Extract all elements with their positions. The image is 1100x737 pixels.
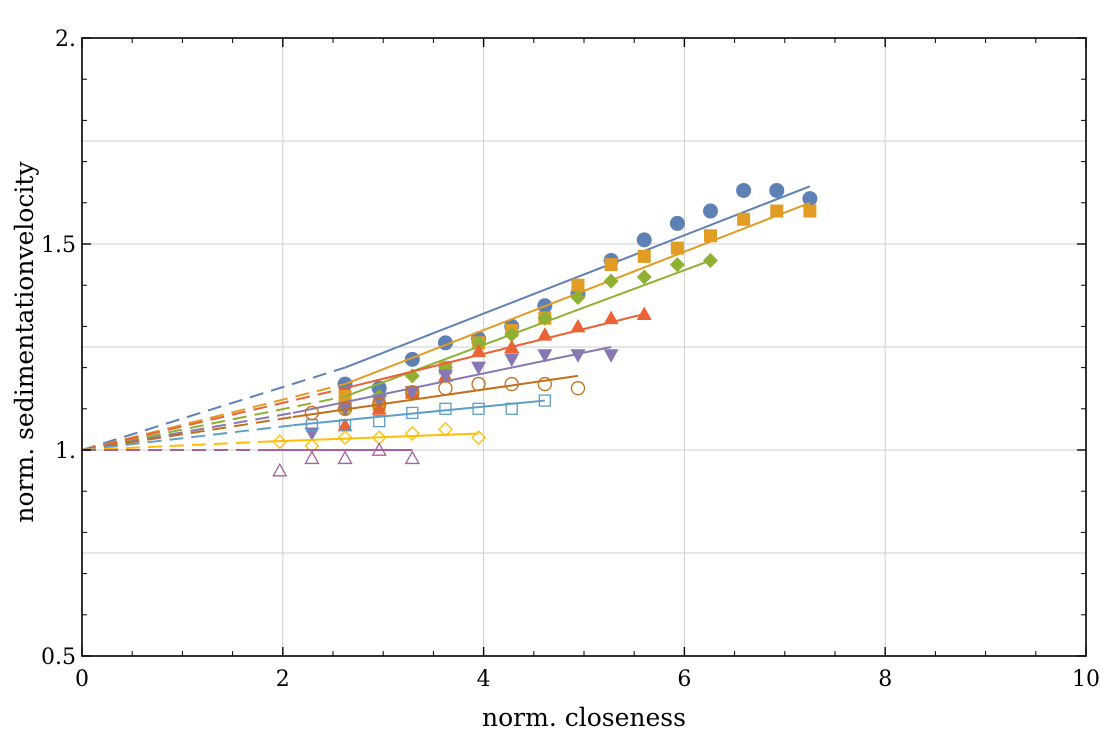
data-point xyxy=(504,376,519,392)
data-point xyxy=(337,401,353,416)
grid-lines xyxy=(82,38,1086,656)
data-point xyxy=(405,385,420,400)
data-point xyxy=(504,327,520,343)
data-point xyxy=(636,232,652,248)
data-point xyxy=(570,349,586,363)
data-point xyxy=(471,430,486,446)
data-point xyxy=(337,417,353,432)
y-tick-label: 0.5 xyxy=(41,645,76,670)
y-axis-label: norm. sedimentationvelocity xyxy=(10,161,39,523)
x-axis-label: norm. closeness xyxy=(482,703,686,732)
data-point xyxy=(471,343,487,358)
data-point xyxy=(736,182,752,198)
data-point xyxy=(636,306,652,321)
data-point xyxy=(337,450,353,465)
data-point xyxy=(504,339,520,353)
data-point xyxy=(304,450,320,465)
x-tick-label: 0 xyxy=(75,667,89,692)
series-7 xyxy=(81,394,551,451)
data-point xyxy=(570,290,586,306)
data-point xyxy=(603,349,619,363)
data-point xyxy=(438,381,453,396)
data-point xyxy=(504,353,520,367)
data-point xyxy=(603,310,619,325)
data-point xyxy=(770,204,784,218)
data-point xyxy=(337,430,353,446)
x-tick-label: 10 xyxy=(1072,667,1100,692)
data-point xyxy=(603,273,619,289)
series-extrapolation-line xyxy=(81,424,293,451)
x-tick-label: 4 xyxy=(477,667,491,692)
data-point xyxy=(471,376,486,392)
data-point xyxy=(538,394,551,407)
data-point xyxy=(404,386,420,400)
series-extrapolation-line xyxy=(81,366,346,451)
data-point xyxy=(636,269,652,285)
y-tick-label: 1.5 xyxy=(41,233,76,258)
data-point xyxy=(571,278,585,292)
data-point xyxy=(769,182,785,198)
data-point xyxy=(272,434,288,450)
data-point xyxy=(570,381,586,396)
series-extrapolation-line xyxy=(81,440,263,451)
data-point xyxy=(505,402,518,415)
series-6 xyxy=(81,374,586,451)
data-point xyxy=(537,349,553,363)
series-fit-line xyxy=(292,399,545,427)
series-fit-line xyxy=(262,432,479,443)
y-tick-label: 1. xyxy=(55,439,76,464)
data-point xyxy=(704,229,718,243)
data-point xyxy=(637,249,651,263)
data-point xyxy=(404,426,420,441)
series-extrapolation-line xyxy=(81,416,293,451)
data-point xyxy=(570,318,586,333)
data-point xyxy=(669,215,685,231)
data-point xyxy=(604,258,618,272)
tick-labels: 0 2 4 6 8 10 0.5 1. 1.5 2. xyxy=(41,27,1100,692)
series-layer xyxy=(81,182,818,477)
series-extrapolation-line xyxy=(81,395,346,451)
data-point xyxy=(471,361,487,376)
data-point xyxy=(670,241,684,255)
data-point xyxy=(703,252,719,268)
data-point xyxy=(406,406,419,420)
data-point xyxy=(372,397,387,412)
y-tick-label: 2. xyxy=(55,27,76,52)
series-extrapolation-line xyxy=(81,387,346,451)
data-point xyxy=(272,462,288,477)
data-point xyxy=(471,335,487,351)
data-point xyxy=(437,369,453,384)
data-point xyxy=(305,419,319,432)
data-point xyxy=(472,402,485,415)
data-point xyxy=(737,212,751,226)
x-tick-label: 6 xyxy=(677,667,691,692)
series-4 xyxy=(81,306,652,451)
data-point xyxy=(537,327,553,341)
axes-frame xyxy=(81,37,1087,657)
data-point xyxy=(669,257,685,273)
series-fit-line xyxy=(344,185,811,369)
data-point xyxy=(373,415,386,428)
data-point xyxy=(371,442,387,456)
data-point xyxy=(537,376,552,392)
data-point xyxy=(404,450,420,465)
x-tick-label: 8 xyxy=(878,667,892,692)
series-fit-line xyxy=(292,374,579,419)
series-fit-line xyxy=(344,259,711,398)
series-9 xyxy=(82,442,420,477)
data-point xyxy=(371,394,387,409)
data-point xyxy=(537,310,553,326)
data-point xyxy=(703,203,719,219)
data-point xyxy=(802,191,818,207)
data-point xyxy=(439,402,452,415)
data-point xyxy=(438,421,453,437)
data-point xyxy=(803,204,817,218)
x-tick-label: 2 xyxy=(276,667,290,692)
series-fit-line xyxy=(344,313,645,390)
